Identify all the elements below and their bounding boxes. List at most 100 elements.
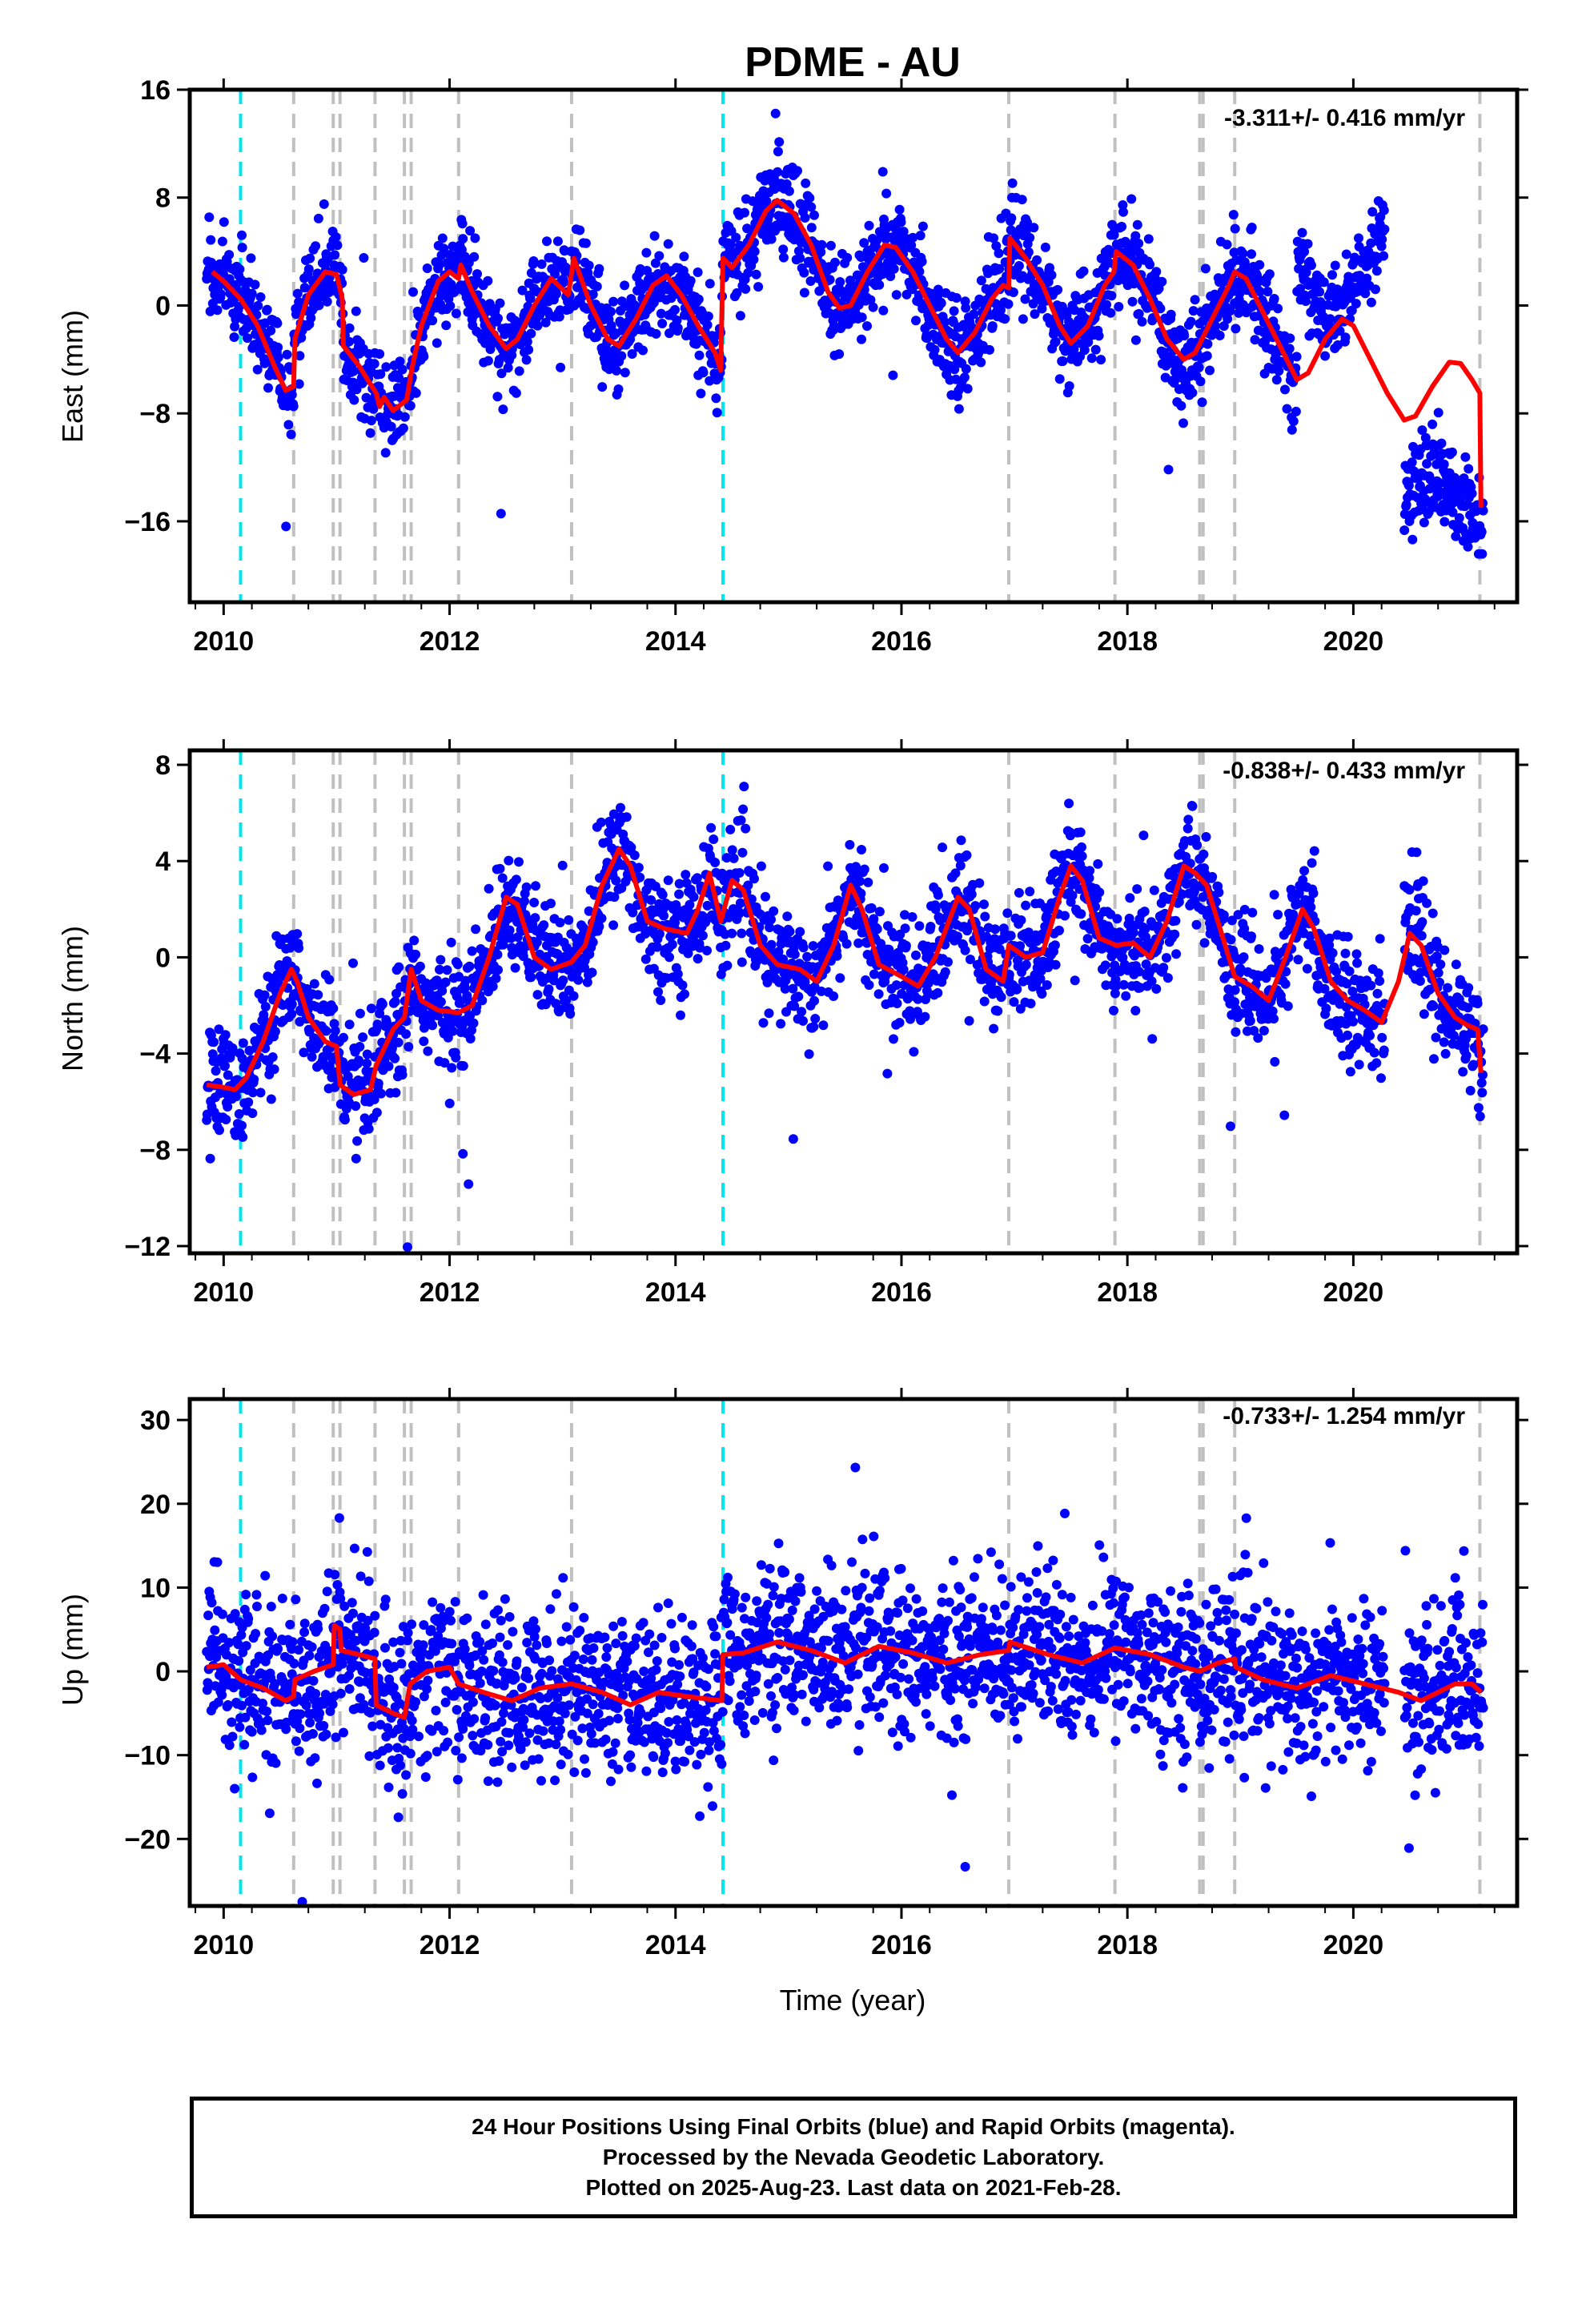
east-obs-point: [536, 259, 547, 269]
east-obs-point: [1476, 527, 1487, 537]
east-obs-point: [483, 356, 493, 366]
north-obs-point: [706, 822, 717, 833]
north-obs-point: [1162, 973, 1173, 983]
north-obs-point: [835, 973, 845, 983]
east-obs-point: [1040, 242, 1050, 252]
east-obs-point: [735, 311, 745, 321]
north-obs-point: [1352, 958, 1363, 968]
east-obs-point: [608, 296, 619, 307]
east-obs-point: [889, 263, 899, 274]
east-obs-point: [1079, 345, 1090, 356]
north-obs-point: [736, 815, 746, 826]
north-obs-point: [1025, 887, 1035, 897]
north-obs-point: [1435, 959, 1446, 970]
north-obs-point: [1201, 832, 1211, 842]
east-obs-point: [1354, 233, 1363, 243]
east-obs-point: [305, 253, 315, 263]
north-obs-point: [1344, 966, 1355, 976]
east-obs-point: [1157, 276, 1167, 287]
east-obs-point: [896, 217, 906, 227]
north-obs-point: [810, 1014, 821, 1023]
north-obs-point: [215, 1125, 224, 1136]
east-obs-point: [253, 300, 263, 311]
east-obs-point: [911, 316, 921, 326]
figure-title: PDME - AU: [745, 39, 961, 86]
east-obs-point: [954, 404, 964, 414]
east-obs-point: [1046, 270, 1057, 280]
east-obs-point: [1200, 263, 1211, 274]
east-obs-point: [219, 217, 229, 227]
east-obs-point: [295, 351, 305, 361]
north-obs-point: [1428, 1001, 1439, 1011]
north-obs-point: [1037, 989, 1047, 999]
east-obs-point: [1114, 302, 1124, 312]
north-obs-point: [1375, 934, 1385, 944]
north-obs-point: [689, 892, 699, 902]
north-obs-point: [911, 950, 921, 960]
north-obs-point: [596, 913, 607, 923]
north-obs-point: [1219, 910, 1229, 920]
east-obs-point: [917, 221, 928, 231]
north-obs-point: [1183, 814, 1194, 825]
north-obs-point: [659, 911, 669, 921]
north-obs-point: [656, 995, 666, 1005]
east-obs-point: [1307, 260, 1316, 271]
north-obs-point: [979, 996, 990, 1007]
north-obs-point: [452, 959, 463, 970]
north-obs-point: [674, 889, 685, 899]
north-obs-point: [1443, 983, 1453, 993]
east-obs-point: [552, 236, 563, 247]
north-obs-point: [1429, 1054, 1439, 1064]
east-obs-point: [857, 312, 867, 323]
north-obs-point: [926, 922, 936, 931]
east-obs-point: [1447, 447, 1457, 457]
east-obs-point: [287, 389, 297, 400]
north-obs-point: [1418, 876, 1428, 887]
east-obs-point: [1235, 288, 1245, 299]
east-obs-point: [1025, 232, 1035, 243]
north-obs-point: [776, 1019, 786, 1029]
north-obs-point: [511, 875, 521, 885]
east-obs-point: [770, 108, 781, 119]
north-obs-point: [1147, 1034, 1158, 1044]
north-obs-point: [471, 924, 481, 935]
north-obs-point: [1070, 975, 1080, 986]
north-obs-point: [446, 937, 456, 947]
east-obs-point: [940, 317, 950, 328]
east-obs-point: [521, 355, 532, 365]
north-obs-point: [793, 991, 804, 1002]
east-obs-point: [1403, 480, 1414, 491]
east-obs-point: [1130, 335, 1141, 345]
east-obs-point: [650, 258, 661, 268]
east-obs-point: [908, 232, 918, 243]
north-obs-point: [808, 941, 818, 951]
east-obs-point: [469, 251, 480, 262]
east-obs-point: [1177, 365, 1187, 375]
north-obs-point: [237, 1120, 247, 1131]
east-obs-point: [205, 306, 215, 316]
east-obs-point: [1335, 326, 1345, 336]
east-obs-point: [1194, 363, 1204, 372]
east-obs-point: [959, 372, 970, 383]
north-obs-point: [1021, 900, 1031, 911]
north-obs-point: [980, 911, 990, 922]
north-obs-point: [440, 977, 451, 987]
north-obs-point: [544, 984, 554, 995]
east-obs-point: [961, 303, 971, 313]
north-obs-point: [532, 990, 543, 1000]
east-obs-point: [1439, 459, 1449, 469]
north-obs-point: [702, 946, 712, 955]
east-obs-point: [331, 231, 341, 242]
east-obs-point: [435, 259, 445, 269]
east-obs-point: [485, 344, 496, 355]
north-obs-point: [423, 1046, 433, 1056]
north-obs-point: [339, 1115, 350, 1125]
north-obs-point: [1192, 840, 1203, 850]
east-obs-point: [1264, 269, 1275, 279]
north-obs-point: [737, 928, 747, 939]
north-obs-point: [573, 975, 584, 985]
east-obs-point: [1301, 267, 1311, 278]
east-obs-point: [511, 388, 521, 398]
north-obs-point: [390, 1053, 400, 1063]
